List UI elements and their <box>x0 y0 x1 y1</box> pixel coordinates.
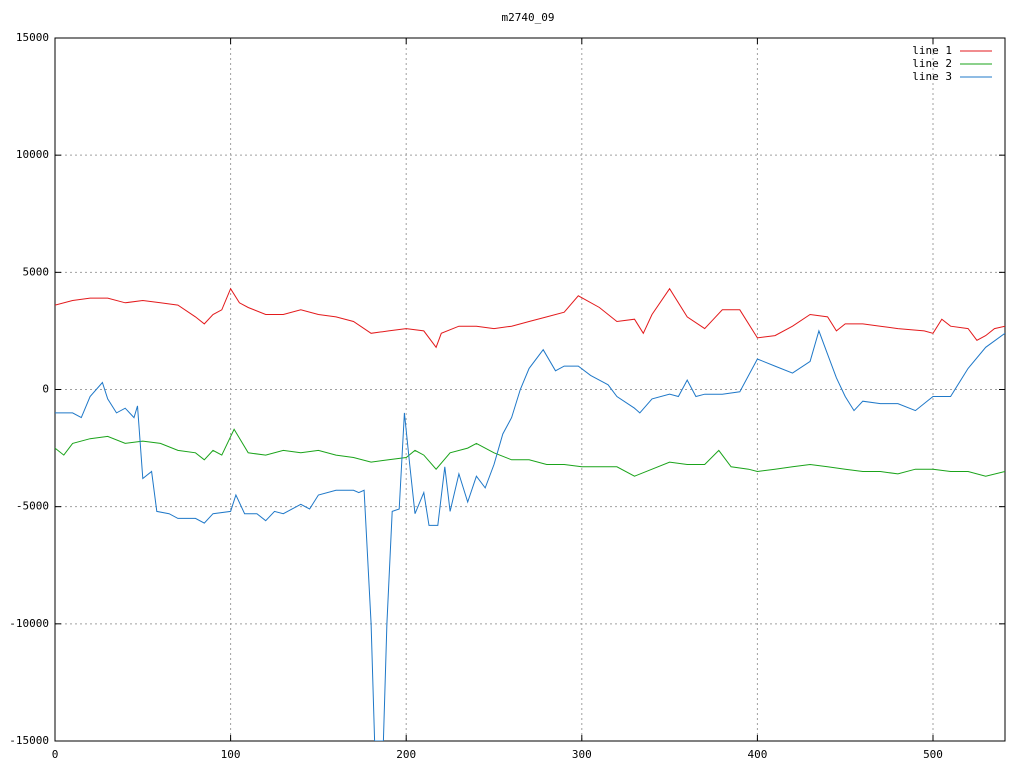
x-tick-label: 0 <box>52 748 59 761</box>
data-line <box>55 329 1005 741</box>
x-tick-label: 100 <box>221 748 241 761</box>
x-tick-label: 300 <box>572 748 592 761</box>
plot-area <box>55 287 1005 741</box>
data-line <box>55 428 1005 477</box>
legend-label: line 3 <box>912 70 952 83</box>
y-tick-label: -5000 <box>16 500 49 513</box>
y-tick-label: -10000 <box>9 617 49 630</box>
chart-title: m2740_09 <box>502 11 555 24</box>
y-tick-label: 0 <box>42 383 49 396</box>
x-tick-label: 500 <box>923 748 943 761</box>
y-tick-label: 5000 <box>23 265 50 278</box>
y-tick-label: 15000 <box>16 31 49 44</box>
y-tick-label: 10000 <box>16 148 49 161</box>
legend-label: line 1 <box>912 44 952 57</box>
y-tick-label: -15000 <box>9 734 49 747</box>
data-line <box>55 287 1005 349</box>
legend-label: line 2 <box>912 57 952 70</box>
x-tick-label: 200 <box>396 748 416 761</box>
plot-frame <box>54 37 1006 742</box>
x-tick-label: 400 <box>747 748 767 761</box>
